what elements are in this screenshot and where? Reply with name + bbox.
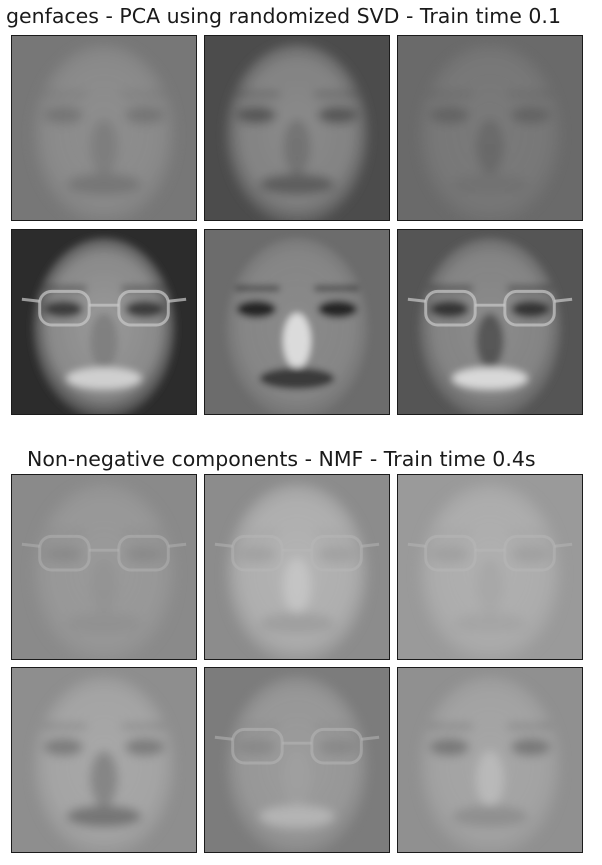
nmf-face-component-2 [204, 474, 390, 660]
pca-face-component-4 [11, 229, 197, 415]
pca-face-component-5 [204, 229, 390, 415]
nmf-section-title: Non-negative components - NMF - Train ti… [27, 447, 536, 471]
pca-face-component-2 [204, 35, 390, 221]
pca-face-component-6 [397, 229, 583, 415]
nmf-face-component-5 [204, 667, 390, 853]
nmf-face-component-4 [11, 667, 197, 853]
nmf-face-component-3 [397, 474, 583, 660]
nmf-face-component-6 [397, 667, 583, 853]
pca-face-component-1 [11, 35, 197, 221]
pca-face-component-3 [397, 35, 583, 221]
pca-section-title: genfaces - PCA using randomized SVD - Tr… [6, 4, 561, 28]
nmf-face-component-1 [11, 474, 197, 660]
